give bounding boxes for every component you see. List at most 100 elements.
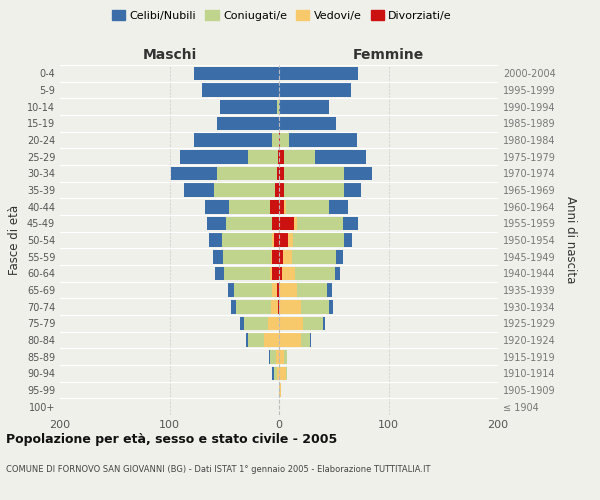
Bar xyxy=(215,266,224,280)
Bar xyxy=(220,100,277,114)
Bar xyxy=(284,166,344,180)
Bar xyxy=(310,333,311,347)
Bar xyxy=(278,150,279,164)
Bar xyxy=(217,116,279,130)
Bar xyxy=(284,200,286,213)
Bar xyxy=(295,216,296,230)
Bar xyxy=(277,283,279,297)
Bar xyxy=(272,133,279,147)
Bar xyxy=(329,300,332,314)
Bar xyxy=(226,216,272,230)
Bar xyxy=(277,366,279,380)
Bar xyxy=(289,133,357,147)
Bar xyxy=(284,183,344,197)
Bar xyxy=(279,333,301,347)
Bar xyxy=(336,250,343,264)
Bar xyxy=(315,150,365,164)
Bar xyxy=(288,233,293,247)
Bar xyxy=(263,333,279,347)
Bar xyxy=(224,266,270,280)
Bar xyxy=(223,250,271,264)
Bar xyxy=(214,183,275,197)
Bar xyxy=(236,300,271,314)
Bar xyxy=(269,350,270,364)
Bar xyxy=(301,300,329,314)
Bar xyxy=(280,133,289,147)
Y-axis label: Anni di nascita: Anni di nascita xyxy=(564,196,577,284)
Bar xyxy=(282,266,295,280)
Bar xyxy=(184,183,214,197)
Bar xyxy=(272,283,277,297)
Bar xyxy=(279,100,329,114)
Bar xyxy=(279,300,301,314)
Bar xyxy=(279,116,336,130)
Bar xyxy=(181,150,248,164)
Text: Femmine: Femmine xyxy=(353,48,424,62)
Bar xyxy=(279,266,282,280)
Bar xyxy=(303,316,323,330)
Bar xyxy=(279,183,284,197)
Bar xyxy=(344,166,372,180)
Bar xyxy=(244,316,268,330)
Bar xyxy=(279,350,284,364)
Bar xyxy=(279,366,286,380)
Bar xyxy=(279,150,284,164)
Bar xyxy=(272,266,279,280)
Text: COMUNE DI FORNOVO SAN GIOVANNI (BG) - Dati ISTAT 1° gennaio 2005 - Elaborazione : COMUNE DI FORNOVO SAN GIOVANNI (BG) - Da… xyxy=(6,466,431,474)
Bar xyxy=(248,333,263,347)
Bar xyxy=(271,250,272,264)
Bar xyxy=(270,266,272,280)
Bar xyxy=(271,300,278,314)
Y-axis label: Fasce di età: Fasce di età xyxy=(8,205,21,275)
Bar xyxy=(275,183,279,197)
Bar xyxy=(344,183,361,197)
Bar xyxy=(286,200,329,213)
Legend: Celibi/Nubili, Coniugati/e, Vedovi/e, Divorziati/e: Celibi/Nubili, Coniugati/e, Vedovi/e, Di… xyxy=(110,8,454,24)
Bar xyxy=(194,133,272,147)
Text: Maschi: Maschi xyxy=(142,48,197,62)
Bar xyxy=(272,216,279,230)
Bar xyxy=(214,250,223,264)
Text: Popolazione per età, sesso e stato civile - 2005: Popolazione per età, sesso e stato civil… xyxy=(6,432,337,446)
Bar xyxy=(270,200,279,213)
Bar xyxy=(205,200,229,213)
Bar xyxy=(301,333,310,347)
Bar xyxy=(284,150,315,164)
Bar xyxy=(276,350,279,364)
Bar xyxy=(231,300,236,314)
Bar xyxy=(209,233,222,247)
Bar xyxy=(323,316,325,330)
Bar xyxy=(272,233,274,247)
Bar xyxy=(344,233,352,247)
Bar xyxy=(292,250,336,264)
Bar xyxy=(227,283,234,297)
Bar xyxy=(277,166,279,180)
Bar xyxy=(234,283,272,297)
Bar xyxy=(296,283,327,297)
Bar xyxy=(343,216,358,230)
Bar xyxy=(295,266,335,280)
Bar xyxy=(279,283,296,297)
Bar xyxy=(293,233,344,247)
Bar xyxy=(283,250,292,264)
Bar xyxy=(279,200,284,213)
Bar xyxy=(329,200,348,213)
Bar xyxy=(239,316,244,330)
Bar xyxy=(170,166,217,180)
Bar xyxy=(277,100,279,114)
Bar xyxy=(207,216,226,230)
Bar xyxy=(274,366,277,380)
Bar xyxy=(279,250,283,264)
Bar xyxy=(279,316,303,330)
Bar xyxy=(296,216,343,230)
Bar xyxy=(286,366,287,380)
Bar xyxy=(335,266,340,280)
Bar xyxy=(278,300,279,314)
Bar xyxy=(248,150,278,164)
Bar xyxy=(194,66,279,80)
Bar xyxy=(279,383,281,397)
Bar xyxy=(279,83,351,97)
Bar xyxy=(279,233,288,247)
Bar xyxy=(272,366,274,380)
Bar xyxy=(279,133,280,147)
